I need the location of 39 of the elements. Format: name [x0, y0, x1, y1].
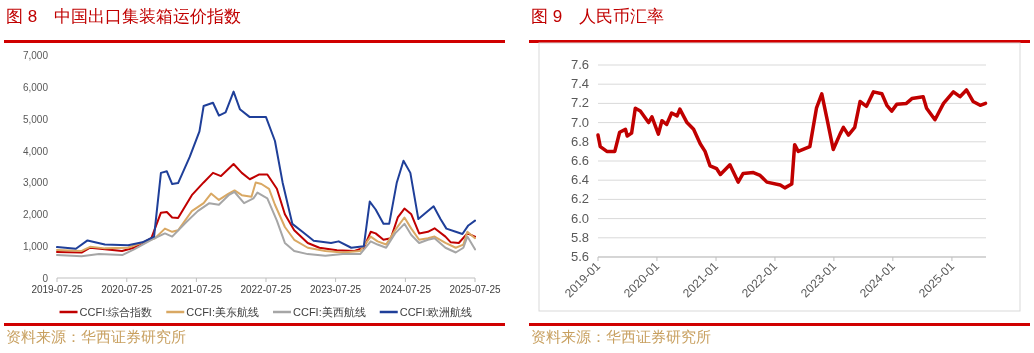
y-tick-label: 7.6: [570, 57, 589, 72]
y-tick-label: 6.0: [570, 210, 589, 226]
x-tick-label: 2024-07-25: [379, 284, 432, 295]
legend-label: CCFI:美东航线: [186, 306, 259, 318]
y-tick-label: 7.4: [570, 76, 589, 92]
legend-label: CCFI:综合指数: [79, 306, 153, 318]
y-tick-label: 3,000: [22, 177, 49, 189]
x-tick-label: 2020-07-25: [101, 284, 153, 295]
y-tick-label: 1,000: [22, 241, 49, 253]
x-tick-label: 2023-07-25: [310, 284, 362, 295]
chart-title: 图 9 人民币汇率: [531, 7, 665, 26]
y-tick-label: 7.0: [570, 114, 589, 130]
y-tick-label: 7.2: [570, 95, 589, 111]
y-tick-label: 0: [42, 273, 49, 284]
y-tick-label: 6.6: [570, 153, 589, 168]
legend-label: CCFI:欧洲航线: [399, 306, 473, 318]
y-tick-label: 6.4: [570, 172, 589, 188]
text: 资料来源：华西证券研究所: [531, 328, 711, 345]
text: 资料来源：华西证券研究所: [6, 328, 186, 345]
chart-title: 图 8 中国出口集装箱运价指数: [6, 7, 242, 26]
y-tick-label: 4,000: [22, 145, 49, 157]
x-tick-label: 2021-07-25: [170, 284, 223, 295]
y-tick-label: 5.8: [570, 229, 589, 245]
y-tick-label: 2,000: [22, 209, 49, 221]
y-tick-label: 5.6: [570, 249, 589, 264]
line-series: [56, 190, 476, 258]
y-tick-label: 6.2: [570, 191, 589, 207]
line-series: [56, 162, 476, 254]
y-tick-label: 7,000: [22, 50, 49, 61]
x-tick-label: 2025-07-25: [449, 284, 502, 295]
y-tick-label: 6,000: [22, 81, 49, 93]
line-series: [56, 90, 476, 250]
x-tick-label: 2019-07-25: [31, 284, 84, 295]
legend-label: CCFI:美西航线: [293, 306, 366, 318]
x-tick-label: 2022-07-25: [240, 284, 293, 295]
y-tick-label: 6.8: [570, 133, 589, 149]
line-series: [596, 88, 988, 190]
line-series: [56, 181, 476, 254]
y-tick-label: 5,000: [22, 113, 49, 125]
